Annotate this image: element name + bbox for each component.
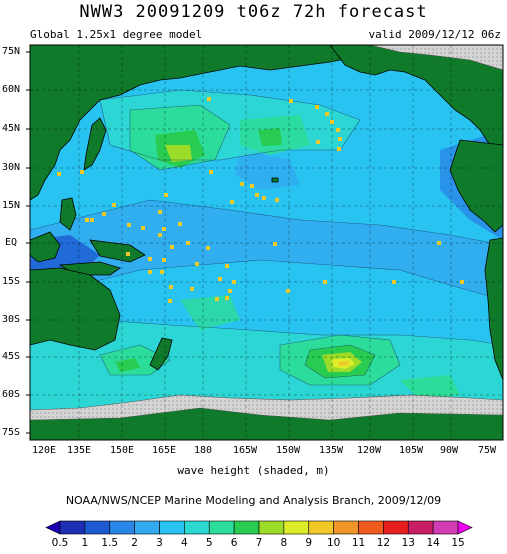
contour-lines [30,89,503,386]
lat-label-eq: EQ [5,237,18,248]
colorbar-tick-label: 2 [131,537,138,549]
tick-marks [26,51,30,434]
lon-label-90w: 90W [440,445,459,456]
lat-label-30n: 30N [2,162,21,173]
colorbar-swatch [159,520,185,535]
buoy-markers [57,97,464,303]
lon-label-150w: 150W [276,445,301,456]
colorbar-over-arrow [457,520,473,535]
lon-label-165w: 165W [233,445,258,456]
colorbar-under-arrow [45,520,61,535]
lat-label-30s: 30S [2,314,21,325]
graticule [30,45,503,440]
lon-label-135w: 135W [319,445,344,456]
lon-label-75w: 75W [478,445,497,456]
colorbar-swatch [109,520,135,535]
lon-label-120w: 120W [357,445,382,456]
lat-label-15n: 15N [2,200,21,211]
colorbar-swatch [233,520,260,535]
colorbar-tick-label: 4 [181,537,188,549]
lon-label-180: 180 [194,445,213,456]
sea-ice [30,45,503,440]
colorbar-tick-label: 1 [81,537,89,549]
colorbar-swatch [407,520,434,535]
lat-label-45s: 45S [2,351,21,362]
colorbar-swatch [383,520,409,535]
colorbar-swatch [59,520,86,535]
land-masses [30,45,503,381]
valid-time: valid 2009/12/12 06z [368,28,501,41]
colorbar-tick-label: 7 [255,537,263,549]
lat-label-75s: 75S [2,427,21,438]
lat-label-15s: 15S [2,276,21,287]
lat-label-75n: 75N [2,46,21,57]
colorbar-tick-label: 13 [401,537,415,549]
lat-label-60s: 60S [2,389,21,400]
lat-label-60n: 60N [2,84,21,95]
colorbar-tick-label: 15 [451,537,465,549]
colorbar-tick-label: 14 [426,537,440,549]
lon-label-135e: 135E [67,445,92,456]
colorbar-tick-label: 12 [376,537,391,549]
colorbar [45,520,473,535]
colorbar-tick-label: 5 [205,537,213,549]
colorbar-tick-label: 0.5 [51,537,69,549]
colorbar-tick-label: 8 [280,537,288,549]
colorbar-swatch [84,520,111,535]
colorbar-swatch [432,520,459,535]
wave-height-axis-label: wave height (shaded, m) [177,464,330,477]
colorbar-tick-label: 11 [351,537,366,549]
map-title: NWW3 20091209 t06z 72h forecast [79,2,428,22]
model-subtitle: Global 1.25x1 degree model [30,28,203,41]
colorbar-swatch [283,520,310,535]
lat-label-45n: 45N [2,123,21,134]
colorbar-swatch [333,520,359,535]
lon-label-120e: 120E [32,445,57,456]
colorbar-tick-label: 6 [230,537,238,549]
colorbar-tick-label: 10 [326,537,341,549]
colorbar-swatch [258,520,285,535]
colorbar-swatch [134,520,160,535]
colorbar-swatch [358,520,384,535]
credit-line: NOAA/NWS/NCEP Marine Modeling and Analys… [65,494,442,507]
lon-label-165e: 165E [152,445,177,456]
colorbar-tick-label: 3 [156,537,163,549]
lon-label-105w: 105W [399,445,424,456]
colorbar-swatch [184,520,210,535]
colorbar-swatch [308,520,334,535]
colorbar-swatch [208,520,235,535]
lon-label-150e: 150E [110,445,135,456]
colorbar-tick-label: 1.5 [101,537,119,549]
colorbar-tick-label: 9 [305,537,313,549]
high-wave-zones [115,128,375,378]
